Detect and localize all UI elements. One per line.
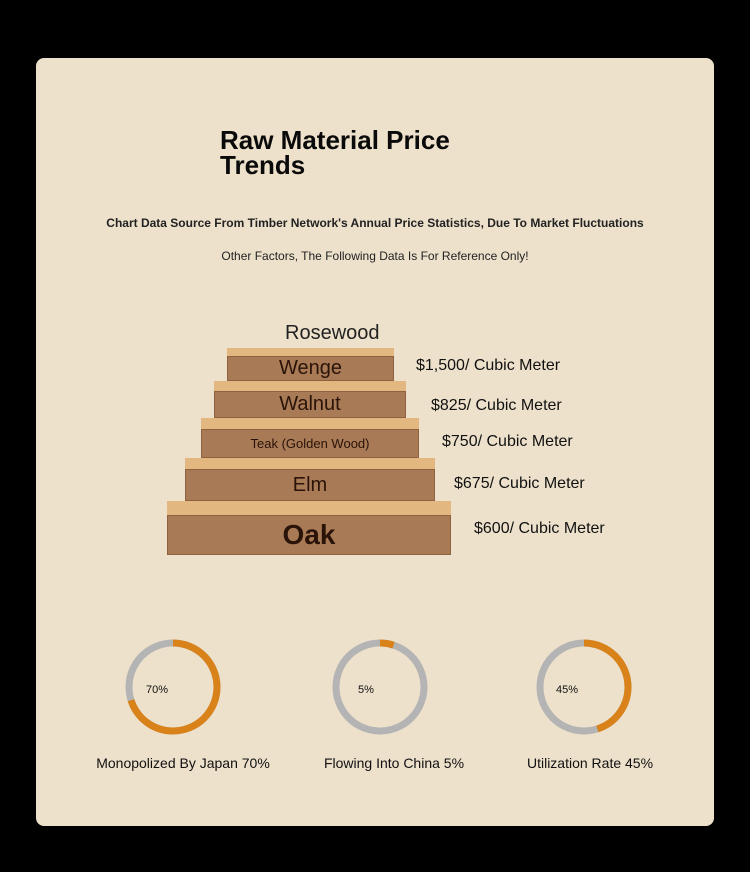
donut-china <box>332 639 428 735</box>
tier-label: Teak (Golden Wood) <box>201 429 419 458</box>
price-wenge: $1,500/ Cubic Meter <box>416 357 561 374</box>
tier-teak: Teak (Golden Wood) <box>201 418 419 458</box>
donut-percent-china: 5% <box>358 684 374 696</box>
subtitle-source: Chart Data Source From Timber Network's … <box>106 216 644 230</box>
tier-label: Elm <box>185 469 435 501</box>
pyramid-top-label: Rosewood <box>285 322 380 344</box>
tier-wenge: Wenge <box>227 348 394 381</box>
tier-oak: Oak <box>167 501 451 555</box>
donut-utilization <box>536 639 632 735</box>
stat-label-japan: Monopolized By Japan 70% <box>96 755 270 771</box>
tier-label: Walnut <box>214 391 406 418</box>
donut-percent-japan: 70% <box>146 684 169 696</box>
tier-label: Wenge <box>227 356 394 381</box>
price-walnut: $825/ Cubic Meter <box>431 397 562 414</box>
tier-walnut: Walnut <box>214 381 406 418</box>
price-teak: $750/ Cubic Meter <box>442 433 573 450</box>
price-oak: $600/ Cubic Meter <box>474 520 605 537</box>
price-elm: $675/ Cubic Meter <box>454 475 585 492</box>
donut-percent-utilization: 45% <box>556 684 579 696</box>
subtitle-disclaimer: Other Factors, The Following Data Is For… <box>221 249 529 263</box>
stat-label-utilization: Utilization Rate 45% <box>526 755 654 771</box>
stat-label-china: Flowing Into China 5% <box>323 755 465 771</box>
tier-elm: Elm <box>185 458 435 501</box>
donut-japan <box>125 639 221 735</box>
tier-label: Oak <box>167 515 451 555</box>
page-title: Raw Material Price Trends <box>220 125 450 180</box>
